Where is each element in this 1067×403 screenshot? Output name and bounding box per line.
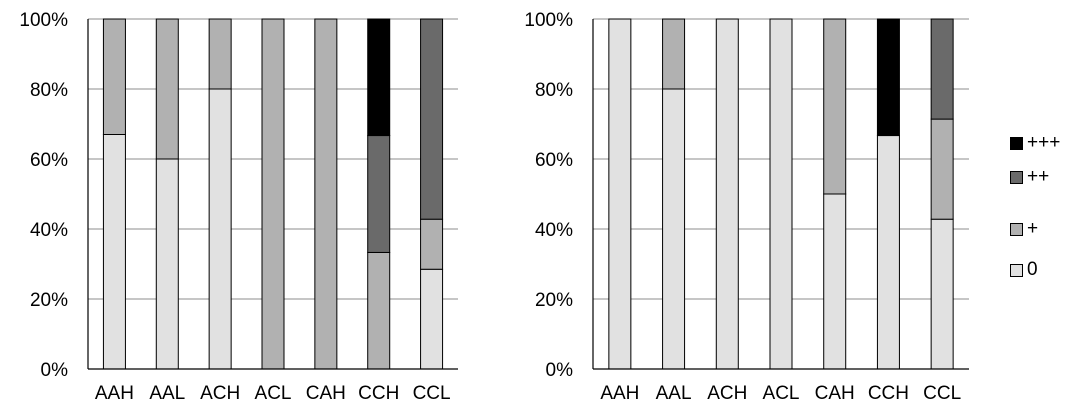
- bar-segment: [608, 18, 632, 370]
- bar-segment: [155, 158, 179, 370]
- bar-segment: [314, 18, 338, 370]
- bar-segment: [876, 135, 900, 370]
- y-tick-label: 80%: [30, 80, 68, 101]
- bar-segment: [930, 118, 954, 220]
- y-tick-label: 60%: [535, 150, 573, 171]
- bar-segment: [420, 268, 444, 370]
- bar-segment: [367, 18, 391, 137]
- bar-segment: [876, 18, 900, 137]
- x-tick-label: CAH: [306, 383, 346, 403]
- legend-label: +: [1027, 218, 1039, 239]
- bar-segment: [420, 218, 444, 270]
- bar-segment: [769, 18, 793, 370]
- x-tick-label: ACH: [200, 383, 240, 403]
- y-tick-label: 80%: [535, 80, 573, 101]
- bar-segment: [662, 18, 686, 90]
- legend-swatch: [1010, 222, 1023, 236]
- bar-segment: [823, 18, 847, 195]
- y-tick-label: 20%: [30, 290, 68, 311]
- y-tick-label: 100%: [524, 10, 573, 31]
- x-tick-label: CAH: [815, 383, 855, 403]
- bar-segment: [102, 134, 126, 370]
- bar-segment: [715, 18, 739, 370]
- y-tick-label: 0%: [41, 360, 69, 381]
- y-tick-label: 0%: [546, 360, 574, 381]
- y-tick-label: 100%: [19, 10, 68, 31]
- y-tick-label: 40%: [535, 220, 573, 241]
- bar-segment: [662, 88, 686, 370]
- x-tick-label: CCH: [358, 383, 399, 403]
- bar-segment: [102, 18, 126, 135]
- bar-segment: [208, 18, 232, 90]
- x-tick-label: AAH: [95, 383, 134, 403]
- bar-segment: [367, 135, 391, 253]
- bar-segment: [261, 18, 285, 370]
- legend-label: ++: [1027, 166, 1050, 187]
- x-tick-label: CCH: [868, 383, 909, 403]
- legend-item-plus2: ++: [1010, 167, 1049, 187]
- bar-segment: [208, 88, 232, 370]
- y-tick-label: 40%: [30, 220, 68, 241]
- bar-segment: [367, 251, 391, 370]
- left-chart: 0% 20% 40% 60% 80% 100% AAH AAL ACH ACL CAH CCH CCL: [19, 10, 458, 403]
- legend-item-zero: 0: [1010, 260, 1038, 280]
- bar-segment: [930, 218, 954, 370]
- x-tick-label: ACL: [763, 383, 800, 403]
- bar-segment: [155, 18, 179, 160]
- legend-label: +++: [1027, 132, 1061, 153]
- bar-segment: [930, 18, 954, 120]
- x-tick-label: CCL: [413, 383, 451, 403]
- legend-swatch: [1010, 136, 1023, 150]
- legend-item-plus3: +++: [1010, 133, 1060, 153]
- legend-item-plus1: +: [1010, 219, 1038, 239]
- bar-segment: [420, 18, 444, 220]
- y-tick-label: 20%: [535, 290, 573, 311]
- x-tick-label: ACL: [255, 383, 292, 403]
- x-tick-label: CCL: [923, 383, 961, 403]
- x-tick-label: AAH: [600, 383, 639, 403]
- x-tick-label: AAL: [656, 383, 692, 403]
- legend-swatch: [1010, 170, 1023, 184]
- bar-segment: [823, 193, 847, 370]
- y-tick-label: 60%: [30, 150, 68, 171]
- legend-label: 0: [1027, 259, 1038, 280]
- legend-swatch: [1010, 263, 1023, 277]
- right-chart: 0% 20% 40% 60% 80% 100% AAH AAL ACH ACL CAH CCH CCL: [524, 10, 969, 403]
- x-tick-label: AAL: [149, 383, 185, 403]
- x-tick-label: ACH: [707, 383, 747, 403]
